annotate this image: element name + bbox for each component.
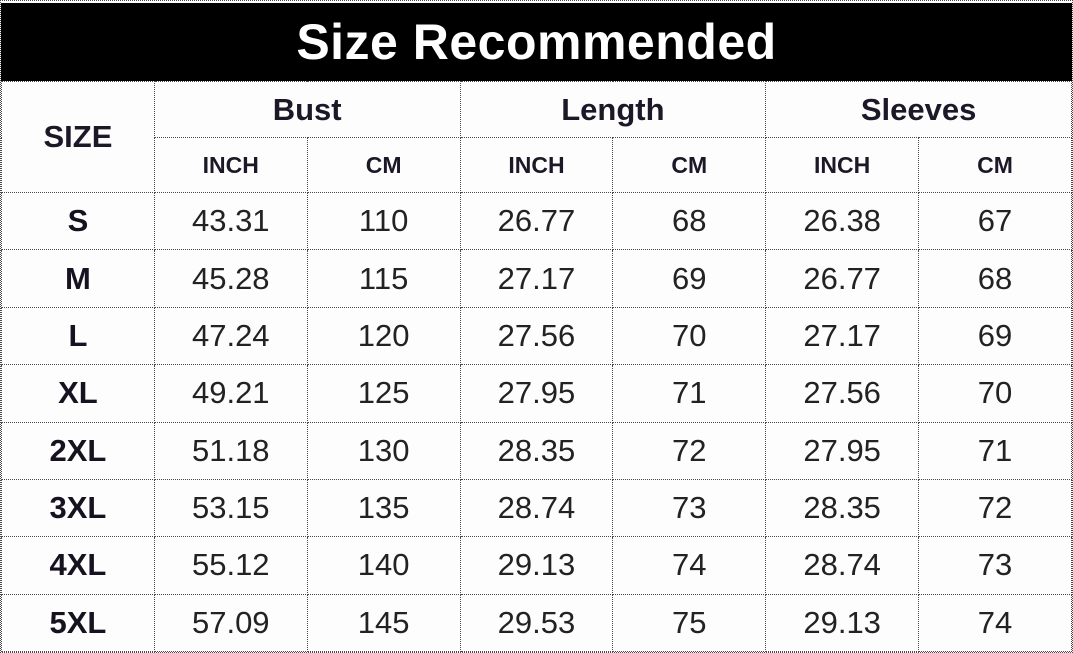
measurement-value: 135 bbox=[306, 478, 461, 538]
group-header-row: SIZE Bust Length Sleeves bbox=[1, 81, 1072, 193]
size-label: 4XL bbox=[1, 536, 155, 595]
measurement-value: 43.31 bbox=[153, 191, 308, 251]
measurement-value: 45.28 bbox=[153, 249, 308, 308]
measurement-value: 29.13 bbox=[459, 536, 614, 595]
measurement-value: 29.53 bbox=[459, 593, 614, 652]
measurement-value: 55.12 bbox=[153, 536, 308, 595]
measurement-value: 145 bbox=[306, 593, 461, 652]
measurement-value: 51.18 bbox=[153, 421, 308, 480]
measurement-value: 28.74 bbox=[765, 536, 920, 595]
measurement-value: 69 bbox=[612, 249, 767, 308]
unit-header-sleeves-cm: CM bbox=[918, 137, 1072, 193]
chart-title: Size Recommended bbox=[296, 14, 777, 70]
measurement-value: 27.95 bbox=[765, 421, 920, 480]
measurement-value: 75 bbox=[612, 593, 767, 652]
measurement-value: 140 bbox=[306, 536, 461, 595]
column-header-sleeves: Sleeves bbox=[765, 81, 1072, 138]
table-row: 2XL 51.18 130 28.35 72 27.95 71 bbox=[1, 421, 1072, 480]
unit-header-row: INCH CM INCH CM INCH CM bbox=[2, 137, 1072, 193]
measurement-value: 29.13 bbox=[765, 593, 920, 652]
measurement-value: 26.77 bbox=[765, 249, 920, 308]
size-table-body: S 43.31 110 26.77 68 26.38 67 M 45.28 115 27.17 69 2… bbox=[1, 191, 1072, 652]
measurement-value: 28.74 bbox=[459, 478, 614, 538]
measurement-value: 49.21 bbox=[153, 364, 308, 423]
measurement-value: 130 bbox=[306, 421, 461, 480]
measurement-value: 27.56 bbox=[459, 306, 614, 366]
size-label: 3XL bbox=[1, 478, 155, 538]
table-row: 4XL 55.12 140 29.13 74 28.74 73 bbox=[1, 536, 1072, 595]
measurement-value: 27.17 bbox=[459, 249, 614, 308]
size-table-header: SIZE Bust Length Sleeves INCH CM INCH CM… bbox=[1, 81, 1072, 193]
measurement-value: 71 bbox=[612, 364, 767, 423]
measurement-value: 27.56 bbox=[765, 364, 920, 423]
measurement-value: 74 bbox=[612, 536, 767, 595]
unit-header-length-inch: INCH bbox=[459, 137, 614, 193]
measurement-value: 28.35 bbox=[765, 478, 920, 538]
table-row: S 43.31 110 26.77 68 26.38 67 bbox=[1, 191, 1072, 251]
measurement-value: 27.95 bbox=[459, 364, 614, 423]
unit-header-bust-inch: INCH bbox=[153, 137, 308, 193]
measurement-value: 47.24 bbox=[153, 306, 308, 366]
unit-header-sleeves-inch: INCH bbox=[765, 137, 920, 193]
table-row: 5XL 57.09 145 29.53 75 29.13 74 bbox=[1, 593, 1072, 652]
size-label: XL bbox=[1, 364, 155, 423]
size-label: 5XL bbox=[1, 593, 155, 652]
measurement-value: 53.15 bbox=[153, 478, 308, 538]
measurement-value: 68 bbox=[612, 191, 767, 251]
size-table: SIZE Bust Length Sleeves INCH CM INCH CM… bbox=[1, 81, 1072, 652]
size-label: L bbox=[1, 306, 155, 366]
size-label: 2XL bbox=[1, 421, 155, 480]
measurement-value: 120 bbox=[306, 306, 461, 366]
measurement-value: 26.38 bbox=[765, 191, 920, 251]
column-header-length: Length bbox=[459, 81, 767, 138]
measurement-value: 71 bbox=[918, 421, 1072, 480]
chart-title-bar: Size Recommended bbox=[1, 3, 1072, 81]
table-row: L 47.24 120 27.56 70 27.17 69 bbox=[1, 306, 1072, 366]
measurement-value: 110 bbox=[306, 191, 461, 251]
unit-header-length-cm: CM bbox=[612, 137, 767, 193]
measurement-value: 72 bbox=[612, 421, 767, 480]
measurement-value: 70 bbox=[918, 364, 1072, 423]
table-row: XL 49.21 125 27.95 71 27.56 70 bbox=[1, 364, 1072, 423]
measurement-value: 68 bbox=[918, 249, 1072, 308]
measurement-value: 74 bbox=[918, 593, 1072, 652]
measurement-value: 73 bbox=[918, 536, 1072, 595]
measurement-value: 73 bbox=[612, 478, 767, 538]
column-header-bust: Bust bbox=[153, 81, 461, 138]
measurement-value: 125 bbox=[306, 364, 461, 423]
measurement-value: 69 bbox=[918, 306, 1072, 366]
table-row: 3XL 53.15 135 28.74 73 28.35 72 bbox=[1, 478, 1072, 538]
table-row: M 45.28 115 27.17 69 26.77 68 bbox=[1, 249, 1072, 308]
measurement-value: 70 bbox=[612, 306, 767, 366]
measurement-value: 67 bbox=[918, 191, 1072, 251]
unit-header-bust-cm: CM bbox=[306, 137, 461, 193]
column-header-size: SIZE bbox=[1, 81, 155, 193]
measurement-value: 57.09 bbox=[153, 593, 308, 652]
size-label: S bbox=[1, 191, 155, 251]
measurement-value: 28.35 bbox=[459, 421, 614, 480]
measurement-value: 115 bbox=[306, 249, 461, 308]
measurement-value: 72 bbox=[918, 478, 1072, 538]
measurement-value: 26.77 bbox=[459, 191, 614, 251]
measurement-value: 27.17 bbox=[765, 306, 920, 366]
size-label: M bbox=[1, 249, 155, 308]
